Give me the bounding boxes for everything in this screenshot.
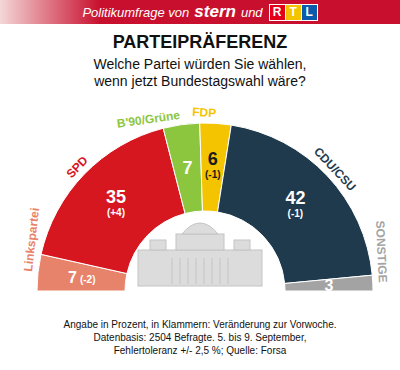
svg-text:7(-2): 7(-2) bbox=[68, 269, 95, 286]
html-text:Angabe in Prozent, in Klammern: Angabe in Prozent, in Klammern: Veränder… bbox=[63, 319, 337, 330]
svg-text:FDP: FDP bbox=[192, 105, 217, 120]
svg-text:6: 6 bbox=[208, 149, 218, 169]
html-text:wenn jetzt Bundestagswahl wäre: wenn jetzt Bundestagswahl wäre? bbox=[94, 73, 306, 89]
html-text:Datenbasis: 2504 Befragte. 5.: Datenbasis: 2504 Befragte. 5. bis 9. Sep… bbox=[93, 332, 307, 343]
svg-text:SPD: SPD bbox=[64, 153, 91, 181]
svg-text:Linkspartei: Linkspartei bbox=[21, 207, 42, 272]
html-text:R: R bbox=[272, 4, 282, 19]
html-text:L: L bbox=[305, 4, 313, 19]
html-text:T: T bbox=[289, 4, 297, 19]
svg-text:7: 7 bbox=[183, 158, 193, 178]
html-text:PARTEIPRÄFERENZ: PARTEIPRÄFERENZ bbox=[112, 32, 288, 52]
html-text:Politikumfrage von stern und: Politikumfrage von stern und bbox=[82, 2, 263, 21]
svg-text:B'90/Grüne: B'90/Grüne bbox=[116, 108, 181, 131]
svg-text:35: 35 bbox=[106, 187, 126, 207]
html-text:Welche Partei würden Sie wähle: Welche Partei würden Sie wählen, bbox=[93, 56, 307, 72]
svg-text:3: 3 bbox=[324, 277, 333, 294]
svg-text:42: 42 bbox=[285, 188, 305, 208]
svg-text:(-1): (-1) bbox=[205, 169, 221, 180]
svg-text:SONSTIGE: SONSTIGE bbox=[373, 220, 390, 283]
svg-text:CDU/CSU: CDU/CSU bbox=[311, 144, 359, 193]
svg-text:(+4): (+4) bbox=[107, 207, 125, 218]
svg-text:(-1): (-1) bbox=[288, 208, 304, 219]
html-text:Fehlertoleranz +/- 2,5 %; Quel: Fehlertoleranz +/- 2,5 %; Quelle: Forsa bbox=[113, 345, 287, 356]
